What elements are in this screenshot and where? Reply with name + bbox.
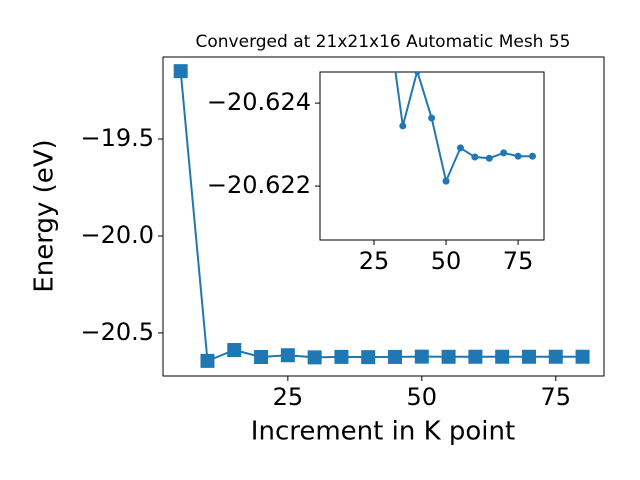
marker	[471, 153, 479, 161]
marker	[280, 348, 295, 363]
marker	[468, 349, 483, 364]
marker	[227, 343, 242, 358]
y-axis-label: Energy (eV)	[30, 139, 60, 292]
x-tick-label: 50	[407, 383, 438, 411]
marker	[361, 350, 376, 365]
y-tick-label: −20.5	[80, 318, 154, 346]
x-tick-label: 25	[273, 383, 304, 411]
marker	[388, 349, 403, 364]
x-tick-label: 25	[359, 247, 390, 275]
marker	[575, 349, 590, 364]
marker	[334, 349, 349, 364]
x-tick-label: 75	[541, 383, 572, 411]
marker	[528, 152, 536, 160]
marker	[548, 349, 563, 364]
marker	[413, 72, 421, 75]
marker	[521, 349, 536, 364]
marker	[441, 349, 456, 364]
marker	[442, 177, 450, 185]
marker	[399, 122, 407, 130]
marker	[495, 349, 510, 364]
marker	[456, 144, 464, 152]
marker	[428, 114, 436, 122]
x-tick-label: 50	[431, 247, 462, 275]
x-tick-label: 75	[503, 247, 534, 275]
marker	[307, 350, 322, 365]
y-tick-label: −20.622	[207, 171, 311, 199]
marker	[485, 154, 493, 162]
axes-frame	[162, 56, 605, 377]
marker	[254, 349, 269, 364]
chart-title: Converged at 21x21x16 Automatic Mesh 55	[196, 32, 571, 52]
series-line	[179, 71, 583, 363]
plot-area	[173, 64, 590, 368]
marker	[500, 149, 508, 157]
y-tick-label: −19.5	[80, 124, 154, 152]
plot-area	[394, 72, 536, 185]
y-tick-label: −20.0	[80, 221, 154, 249]
x-axis-label: Increment in K point	[251, 417, 515, 447]
marker	[200, 353, 215, 368]
marker	[414, 349, 429, 364]
axes-frame	[319, 71, 545, 241]
marker	[514, 152, 522, 160]
y-tick-label: −20.624	[207, 88, 311, 116]
marker	[173, 64, 188, 79]
